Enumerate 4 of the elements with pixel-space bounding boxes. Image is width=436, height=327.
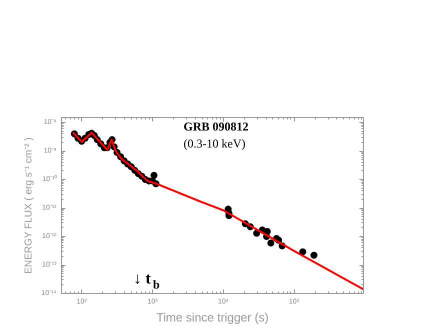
annotation: GRB 090812 bbox=[184, 120, 249, 134]
annotation: (0.3-10 keV) bbox=[184, 136, 246, 150]
x-axis-title: Time since trigger (s) bbox=[156, 310, 269, 324]
y-axis-title: ENERGY FLUX ( erg s⁻¹ cm⁻² ) bbox=[23, 137, 34, 274]
